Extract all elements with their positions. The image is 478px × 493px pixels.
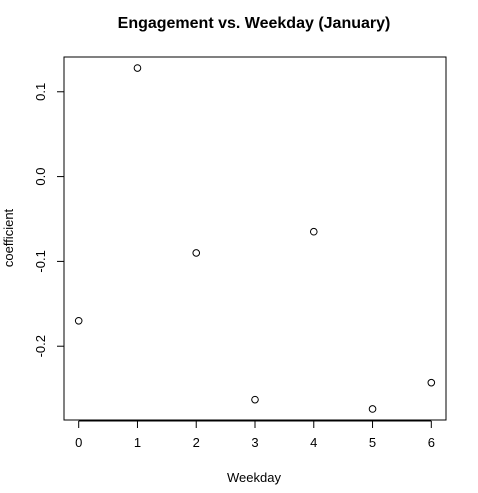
- y-tick-label: -0.2: [33, 335, 48, 357]
- x-axis-label: Weekday: [227, 470, 281, 485]
- data-point: [309, 227, 318, 236]
- data-point: [427, 378, 436, 387]
- data-point: [133, 64, 142, 72]
- data-points: [74, 64, 436, 413]
- data-point: [74, 316, 83, 325]
- data-point: [368, 405, 377, 413]
- data-point: [192, 249, 201, 257]
- x-axis: 0 1 2 3 4 5 6: [75, 420, 435, 450]
- x-tick-label: 4: [310, 435, 317, 450]
- chart-title: Engagement vs. Weekday (January): [118, 15, 391, 32]
- x-tick-label: 1: [134, 435, 141, 450]
- x-tick-label: 3: [251, 435, 258, 450]
- y-tick-label: -0.1: [33, 250, 48, 272]
- x-tick-label: 0: [75, 435, 82, 450]
- x-tick-label: 6: [428, 435, 435, 450]
- y-axis: -0.2 -0.1 0.0 0.1: [33, 83, 65, 357]
- y-axis-label: coefficient: [1, 208, 16, 267]
- x-tick-label: 2: [193, 435, 200, 450]
- data-point: [251, 395, 259, 404]
- x-tick-label: 5: [369, 435, 376, 450]
- y-tick-label: 0.0: [33, 168, 48, 186]
- plot-frame: [63, 56, 447, 421]
- y-tick-label: 0.1: [33, 83, 48, 101]
